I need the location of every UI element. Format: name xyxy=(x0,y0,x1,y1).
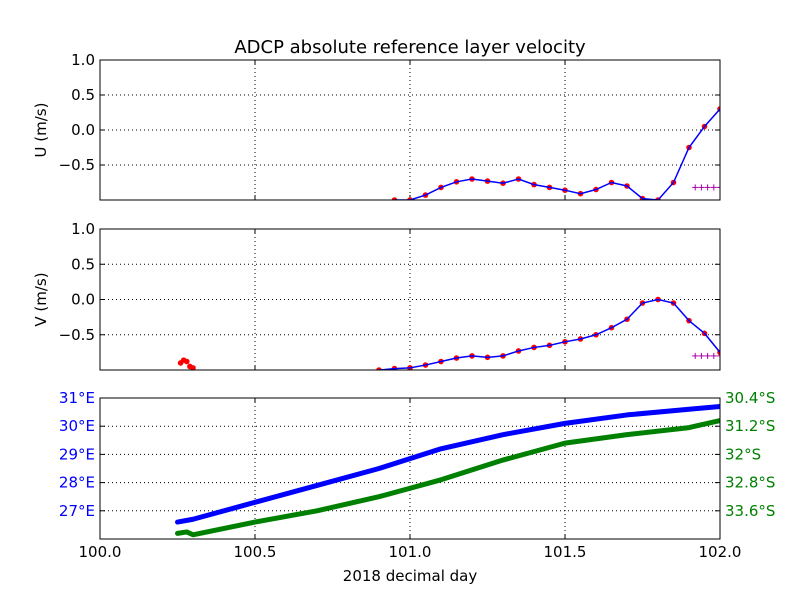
plus-marker xyxy=(698,352,705,359)
y-axis-label: U (m/s) xyxy=(32,103,50,158)
y-tick-label: 0.0 xyxy=(71,291,95,309)
y-tick-label-right: 31.2°S xyxy=(725,417,775,435)
plus-marker xyxy=(704,184,711,191)
data-point xyxy=(190,365,196,370)
x-tick-label: 101.5 xyxy=(544,543,587,561)
panel-frame xyxy=(99,228,721,371)
data-layer xyxy=(391,106,720,200)
plus-marker xyxy=(692,184,699,191)
y-tick-label: −0.5 xyxy=(59,326,95,344)
y-axis-label: V (m/s) xyxy=(32,272,50,326)
y-tick-label-left: 30°E xyxy=(59,417,95,435)
y-tick-label-right: 30.4°S xyxy=(725,389,775,407)
series-line xyxy=(175,418,720,538)
series-line xyxy=(394,108,720,200)
y-tick-label-right: 32°S xyxy=(725,445,761,463)
data-layer xyxy=(175,403,720,538)
y-tick-label: −0.5 xyxy=(59,156,95,174)
plus-marker xyxy=(704,352,711,359)
panel-frame xyxy=(99,397,721,540)
panel-2: 1.0 0.5 0.0 −0.5 V (m/s) xyxy=(32,220,721,371)
plus-marker xyxy=(717,352,720,359)
data-point xyxy=(184,358,190,365)
y-tick-label: 1.0 xyxy=(71,220,95,238)
series-line xyxy=(378,298,720,370)
panels: 1.0 0.5 0.0 −0.5 U (m/s) 1.0 0.5 0.0 −0.5 V (m/s)… xyxy=(32,51,775,561)
series-line xyxy=(175,403,720,525)
plus-marker xyxy=(692,352,699,359)
plus-marker xyxy=(698,184,705,191)
x-axis-label: 2018 decimal day xyxy=(343,567,478,585)
data-layer xyxy=(177,296,720,370)
x-tick-label: 101.0 xyxy=(389,543,432,561)
y-tick-label-left: 27°E xyxy=(59,502,95,520)
y-tick-label-right: 33.6°S xyxy=(725,502,775,520)
plus-marker xyxy=(717,184,720,191)
y-tick-label: 1.0 xyxy=(71,51,95,69)
y-tick-label: 0.5 xyxy=(71,255,95,273)
chart-title: ADCP absolute reference layer velocity xyxy=(234,37,586,58)
y-tick-label-left: 31°E xyxy=(59,389,95,407)
x-tick-label: 100.0 xyxy=(79,543,122,561)
plus-marker xyxy=(710,184,717,191)
panel-3: 31°E 30.4°S 30°E 31.2°S 29°E 32°S 28°E 32.8°S 27… xyxy=(59,389,776,561)
panel-frame xyxy=(99,59,721,201)
panel-1: 1.0 0.5 0.0 −0.5 U (m/s) xyxy=(32,51,721,201)
y-tick-label-right: 32.8°S xyxy=(725,474,775,492)
y-tick-label-left: 29°E xyxy=(59,445,95,463)
y-tick-label: 0.0 xyxy=(71,121,95,139)
y-tick-label: 0.5 xyxy=(71,86,95,104)
y-tick-label-left: 28°E xyxy=(59,474,95,492)
x-tick-label: 100.5 xyxy=(234,543,277,561)
plus-marker xyxy=(710,352,717,359)
x-tick-label: 102.0 xyxy=(699,543,742,561)
